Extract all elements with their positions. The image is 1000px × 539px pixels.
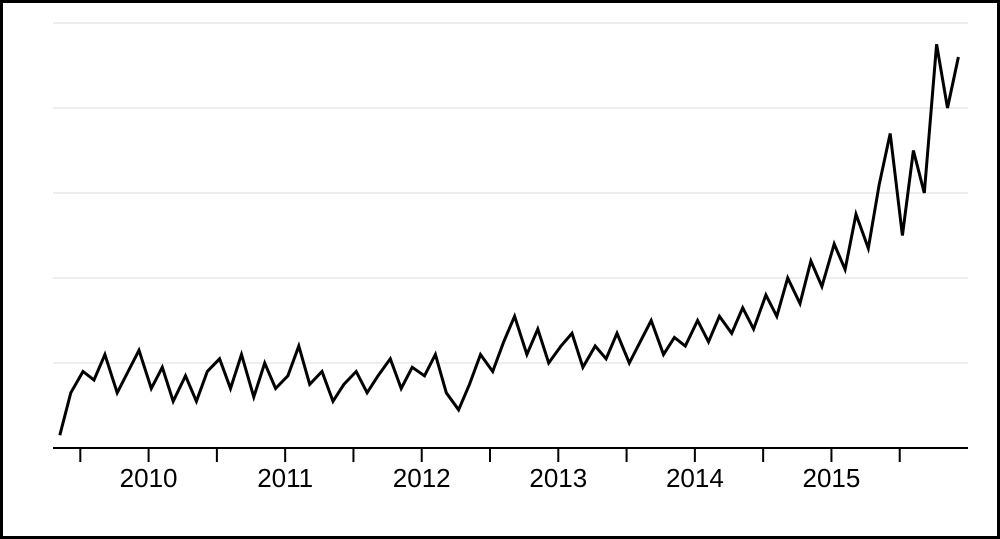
x-tick-label: 2012 [393,463,451,493]
line-chart: 2010 2011 2012 2013 2014 2015 [3,3,997,536]
x-tick-label: 2011 [257,463,313,493]
x-tick-label: 2010 [120,463,178,493]
data-series-line [60,44,959,435]
x-tick-label: 2013 [529,463,587,493]
x-tick-label: 2015 [803,463,861,493]
x-tick-label: 2014 [666,463,724,493]
chart-frame: 2010 2011 2012 2013 2014 2015 [0,0,1000,539]
